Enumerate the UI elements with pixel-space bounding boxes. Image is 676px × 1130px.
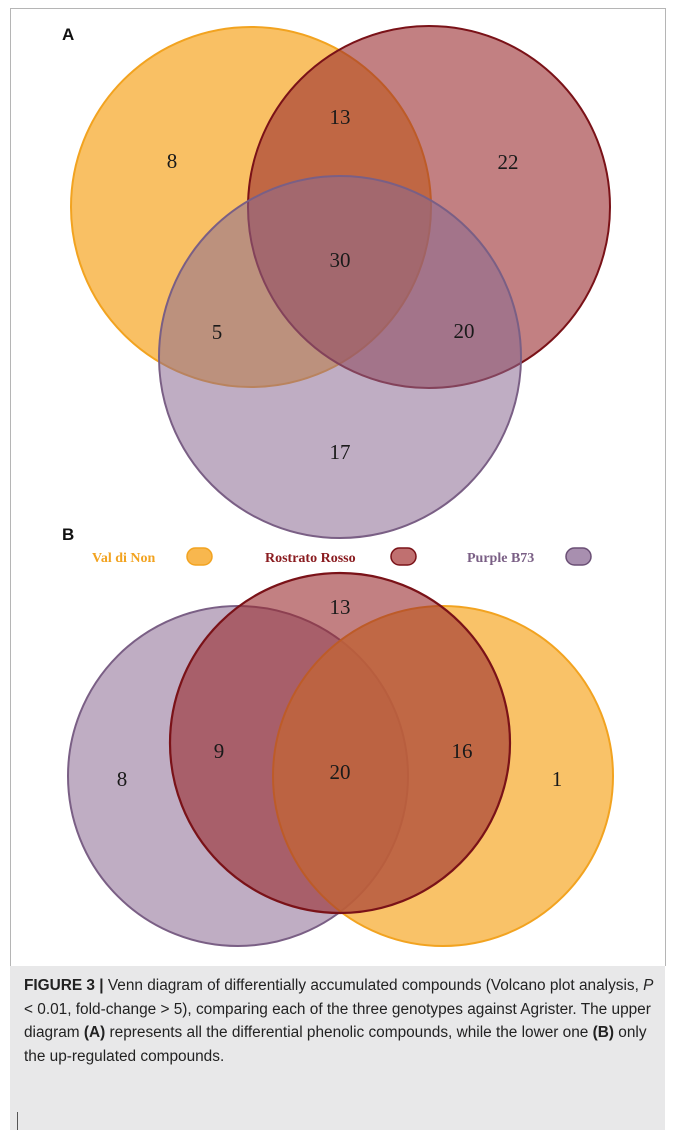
panel-a-label: A — [62, 25, 74, 44]
count-b-all-three: 20 — [330, 760, 351, 784]
caption-text-2: < 0.01, fold-change > 5), comparing each… — [24, 1000, 651, 1042]
caption-rule — [17, 1112, 18, 1130]
caption-box — [10, 966, 665, 1130]
legend-item-val-di-non: Val di Non — [92, 547, 213, 566]
legend-item-rostrato-rosso: Rostrato Rosso — [265, 547, 417, 566]
caption-ref-b: (B) — [592, 1024, 615, 1041]
count-a-val-only: 8 — [167, 149, 178, 173]
venn-panel-a: A 8 13 22 30 5 20 17 — [62, 25, 611, 539]
count-a-ros-only: 22 — [498, 150, 519, 174]
count-a-all-three: 30 — [330, 248, 351, 272]
caption-text-4: only the up-regulated compounds. — [24, 1024, 647, 1065]
legend-label-rostrato-rosso: Rostrato Rosso — [265, 551, 356, 566]
figure-caption: FIGURE 3 | Venn diagram of differentiall… — [24, 974, 654, 1068]
figure-label: FIGURE 3 | — [24, 977, 104, 994]
venn-panel-b: 13 8 9 20 16 1 — [67, 571, 614, 947]
legend-item-purple-b73: Purple B73 — [467, 547, 592, 566]
circle-a-purple-b73 — [158, 175, 522, 539]
count-a-val-ros: 13 — [330, 105, 351, 129]
count-a-val-pur: 5 — [212, 320, 223, 344]
figure-frame-left — [10, 8, 11, 966]
caption-ref-a: (A) — [83, 1024, 106, 1041]
figure-frame-right — [665, 8, 666, 966]
count-b-ros-val: 16 — [452, 739, 473, 763]
circle-b-rostrato-rosso — [168, 571, 512, 915]
legend-swatch-purple-b73 — [565, 547, 592, 566]
count-b-ros-only: 13 — [330, 595, 351, 619]
legend: Val di Non Rostrato Rosso Purple B73 — [92, 547, 592, 566]
venn-figure: A 8 13 22 30 5 20 17 B Val di Non Rostra… — [62, 25, 614, 947]
count-b-pur-ros: 9 — [214, 739, 225, 763]
legend-swatch-rostrato-rosso — [390, 547, 417, 566]
count-b-val-only: 1 — [552, 767, 563, 791]
caption-text-1: Venn diagram of differentially accumulat… — [103, 977, 644, 994]
count-a-pur-only: 17 — [330, 440, 351, 464]
legend-label-purple-b73: Purple B73 — [467, 551, 534, 566]
count-b-pur-only: 8 — [117, 767, 128, 791]
legend-swatch-val-di-non — [186, 547, 213, 566]
legend-label-val-di-non: Val di Non — [92, 551, 156, 566]
caption-p-symbol: P — [643, 977, 654, 994]
count-a-ros-pur: 20 — [454, 319, 475, 343]
figure-frame-top — [10, 8, 666, 9]
caption-text-3: represents all the differential phenolic… — [105, 1024, 593, 1041]
panel-b-label: B — [62, 525, 74, 544]
